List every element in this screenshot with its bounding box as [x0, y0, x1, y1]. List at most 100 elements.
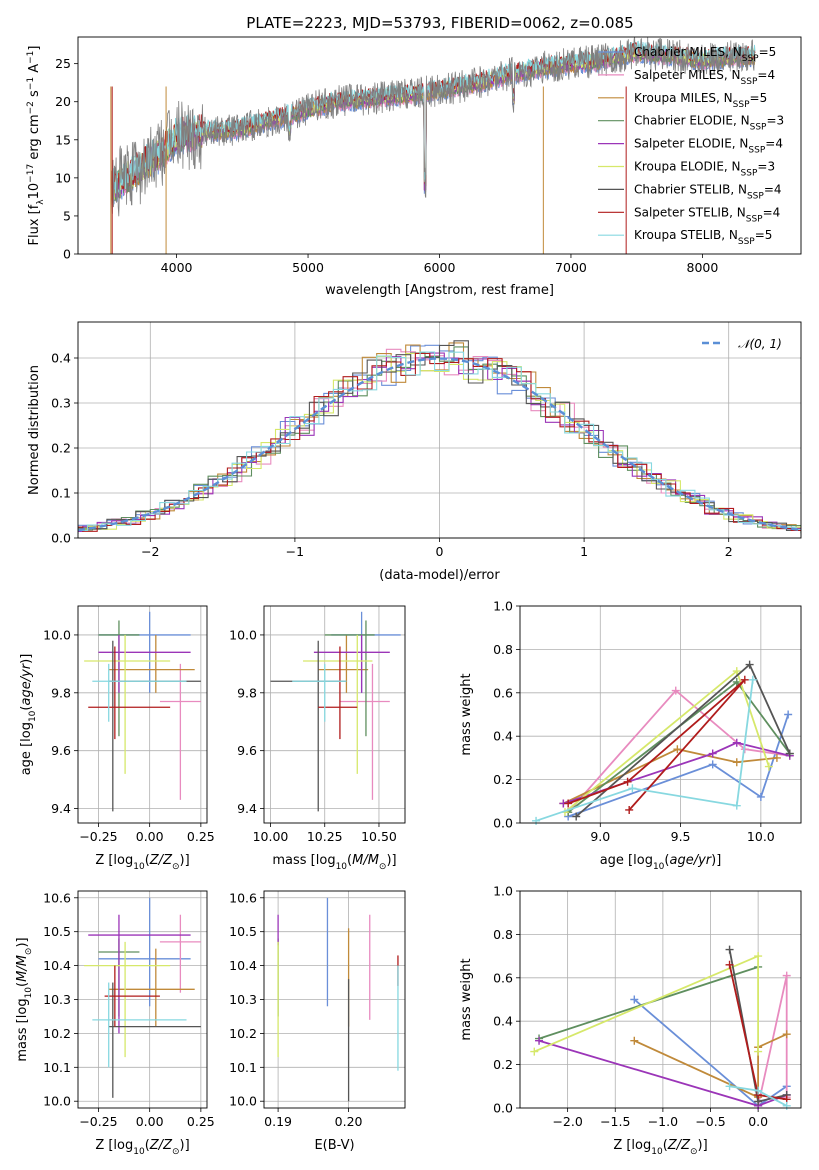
mass-vs-ebv-ytick-label: 10.5: [229, 924, 257, 939]
mass-vs-ebv-axes: 0.19 0.20 10.0 10.1 10.2 10.3 10.4 10.5 10.6: [229, 890, 405, 1129]
massweight-vs-age-series-line: [535, 679, 754, 822]
massweight-vs-z-xtick-label: 0.0: [748, 1114, 768, 1129]
age-vs-z-xtick-label: 0.00: [136, 829, 164, 844]
age-vs-mass-xlabel: mass [log10(M/M⊙)]: [272, 853, 396, 872]
massweight-vs-z-xlabel: Z [log10(Z/Z⊙)]: [613, 1138, 707, 1157]
spectrum-xtick-label: 4000: [161, 260, 193, 275]
histogram-ytick-label: 0.4: [51, 351, 71, 366]
massweight-vs-z-xlabel-part: 10: [651, 1147, 663, 1157]
mass-vs-ebv-plot: [277, 897, 399, 1102]
spectrum-legend-label-part: SSP: [748, 146, 765, 156]
age-vs-z-ytick-label: 10.0: [43, 627, 71, 642]
mass-vs-ebv-xtick-label: 0.20: [335, 1114, 363, 1129]
mass-vs-z-ylabel-part: (: [15, 982, 30, 987]
age-vs-mass-xlabel-part: ⊙: [379, 862, 387, 872]
spectrum-legend-label-part: Salpeter ELODIE, N: [634, 137, 748, 151]
massweight-vs-z-ytick-label: 0.6: [493, 970, 513, 985]
spectrum-xtick-label: 5000: [292, 260, 324, 275]
massweight-vs-z-marker: [725, 960, 734, 969]
massweight-vs-age-marker: [671, 686, 680, 695]
massweight-vs-z-ytick-label: 0.4: [493, 1014, 513, 1029]
mass-vs-z-ytick-label: 10.0: [43, 1094, 71, 1109]
massweight-vs-age-marker: [625, 805, 634, 814]
histogram-series-step: [78, 340, 801, 534]
mass-vs-z-xtick-label: 0.00: [136, 1114, 164, 1129]
spectrum-ytick-label: 5: [63, 208, 71, 223]
spectrum-legend-label-part: SSP: [738, 237, 755, 247]
mass-vs-z-ylabel-part: M/M: [15, 955, 30, 982]
massweight-vs-age-xlabel: age [log10(age/yr)]: [600, 853, 722, 872]
mass-vs-z-plot: [84, 897, 201, 1098]
massweight-vs-age-marker: [732, 801, 741, 810]
histogram-gaussian-line: [78, 357, 801, 532]
massweight-vs-age-marker: [708, 760, 717, 769]
mass-vs-z-xlabel-part: (: [145, 1138, 150, 1153]
mass-vs-ebv-frame: [263, 890, 406, 1109]
massweight-vs-age-ytick-label: 0.0: [493, 816, 513, 831]
histogram-xtick-label: 0: [436, 544, 444, 559]
spectrum-legend-label-part: Kroupa MILES, N: [634, 91, 733, 105]
age-vs-z-ylabel-part: )]: [19, 654, 34, 664]
spectrum-legend-label-part: SSP: [741, 169, 758, 179]
mass-vs-z-ytick-label: 10.2: [43, 1026, 71, 1041]
massweight-vs-z-xlabel-part: Z/Z: [667, 1138, 691, 1153]
mass-vs-z-ytick-label: 10.5: [43, 924, 71, 939]
age-vs-z-xlabel-part: ⊙: [172, 862, 180, 872]
mass-vs-ebv-ytick-label: 10.6: [229, 890, 257, 905]
spectrum-ylabel-part: −1: [26, 51, 36, 64]
spectrum-legend-label-part: SSP: [742, 54, 759, 64]
mass-vs-ebv-xlabel-part: E(B-V): [314, 1138, 354, 1153]
spectrum-legend-label: Kroupa ELODIE, NSSP=3: [634, 160, 775, 179]
age-vs-z-xlabel-part: )]: [180, 853, 190, 868]
massweight-vs-age-ytick-label: 0.8: [493, 642, 513, 657]
mass-vs-z-ylabel-part: 10: [24, 987, 34, 999]
massweight-vs-age-xlabel-part: age [log: [600, 853, 653, 868]
age-vs-mass-xtick-label: 10.00: [253, 829, 289, 844]
spectrum-ylabel-part: erg cm: [27, 114, 42, 163]
massweight-vs-age-xtick-label: 10.0: [747, 829, 775, 844]
histogram-ytick-label: 0.3: [51, 396, 71, 411]
age-vs-z-ytick-label: 9.8: [51, 685, 71, 700]
spectrum-ytick-label: 0: [63, 247, 71, 262]
age-vs-mass-xlabel-part: 10: [336, 862, 348, 872]
age-vs-z-plot: [84, 611, 201, 812]
massweight-vs-age-marker: [628, 784, 637, 793]
spectrum-legend-label-part: Chabrier STELIB, N: [634, 182, 747, 196]
mass-vs-ebv-ytick-label: 10.0: [229, 1094, 257, 1109]
massweight-vs-age-series-line: [575, 663, 791, 818]
age-vs-mass-axes: 10.00 10.25 10.50 9.4 9.6 9.8 10.0: [229, 606, 405, 844]
massweight-vs-age-xlabel-part: (: [664, 853, 669, 868]
spectrum-ylabel-part: −2: [26, 101, 36, 114]
massweight-vs-z-marker: [530, 1047, 539, 1056]
massweight-vs-age-marker: [708, 749, 717, 758]
massweight-vs-z-plot: [530, 945, 791, 1110]
massweight-vs-age-xlabel-part: 10: [653, 862, 665, 872]
spectrum-legend-label-part: SSP: [741, 77, 758, 87]
spectrum-xtick-label: 7000: [555, 260, 587, 275]
age-vs-mass-xtick-label: 10.50: [361, 829, 397, 844]
histogram-ytick-label: 0.2: [51, 441, 71, 456]
massweight-vs-z-ytick-label: 1.0: [493, 884, 513, 899]
spectrum-legend-label: Salpeter ELODIE, NSSP=4: [634, 137, 783, 156]
figure-title: PLATE=2223, MJD=53793, FIBERID=0062, z=0…: [246, 14, 633, 32]
spectrum-legend-label-part: =3: [766, 114, 784, 128]
massweight-vs-age-marker: [740, 675, 749, 684]
massweight-vs-z-axes: −2.0 −1.5 −1.0 −0.5 0.0 0.0 0.2 0.4 0.6 0.8 1.0: [493, 884, 801, 1129]
mass-vs-ebv-ytick-label: 10.3: [229, 992, 257, 1007]
spectrum-legend-label-part: SSP: [733, 100, 750, 110]
massweight-vs-z-xtick-label: −2.0: [552, 1114, 582, 1129]
massweight-vs-z-ylabel: mass weight: [459, 958, 474, 1040]
massweight-vs-z-marker: [630, 995, 639, 1004]
spectrum-legend-label-part: SSP: [746, 214, 763, 224]
age-vs-z-axes: −0.25 0.00 0.25 9.4 9.6 9.8 10.0: [43, 606, 215, 844]
mass-vs-z-xtick-label: 0.25: [187, 1114, 215, 1129]
massweight-vs-z-marker: [725, 1082, 734, 1091]
massweight-vs-age-marker: [572, 812, 581, 821]
mass-vs-z-xlabel-part: )]: [180, 1138, 190, 1153]
mass-vs-z-ylabel-part: ⊙: [24, 948, 34, 956]
histogram-plot: [78, 340, 801, 534]
histogram-xtick-label: −2: [141, 544, 159, 559]
spectrum-axes: 4000 5000 6000 7000 8000 0 5 10 15 20 25: [55, 56, 718, 275]
spectrum-legend-label: Salpeter STELIB, NSSP=4: [634, 205, 780, 224]
mass-vs-z-xlabel-part: Z [log: [95, 1138, 133, 1153]
